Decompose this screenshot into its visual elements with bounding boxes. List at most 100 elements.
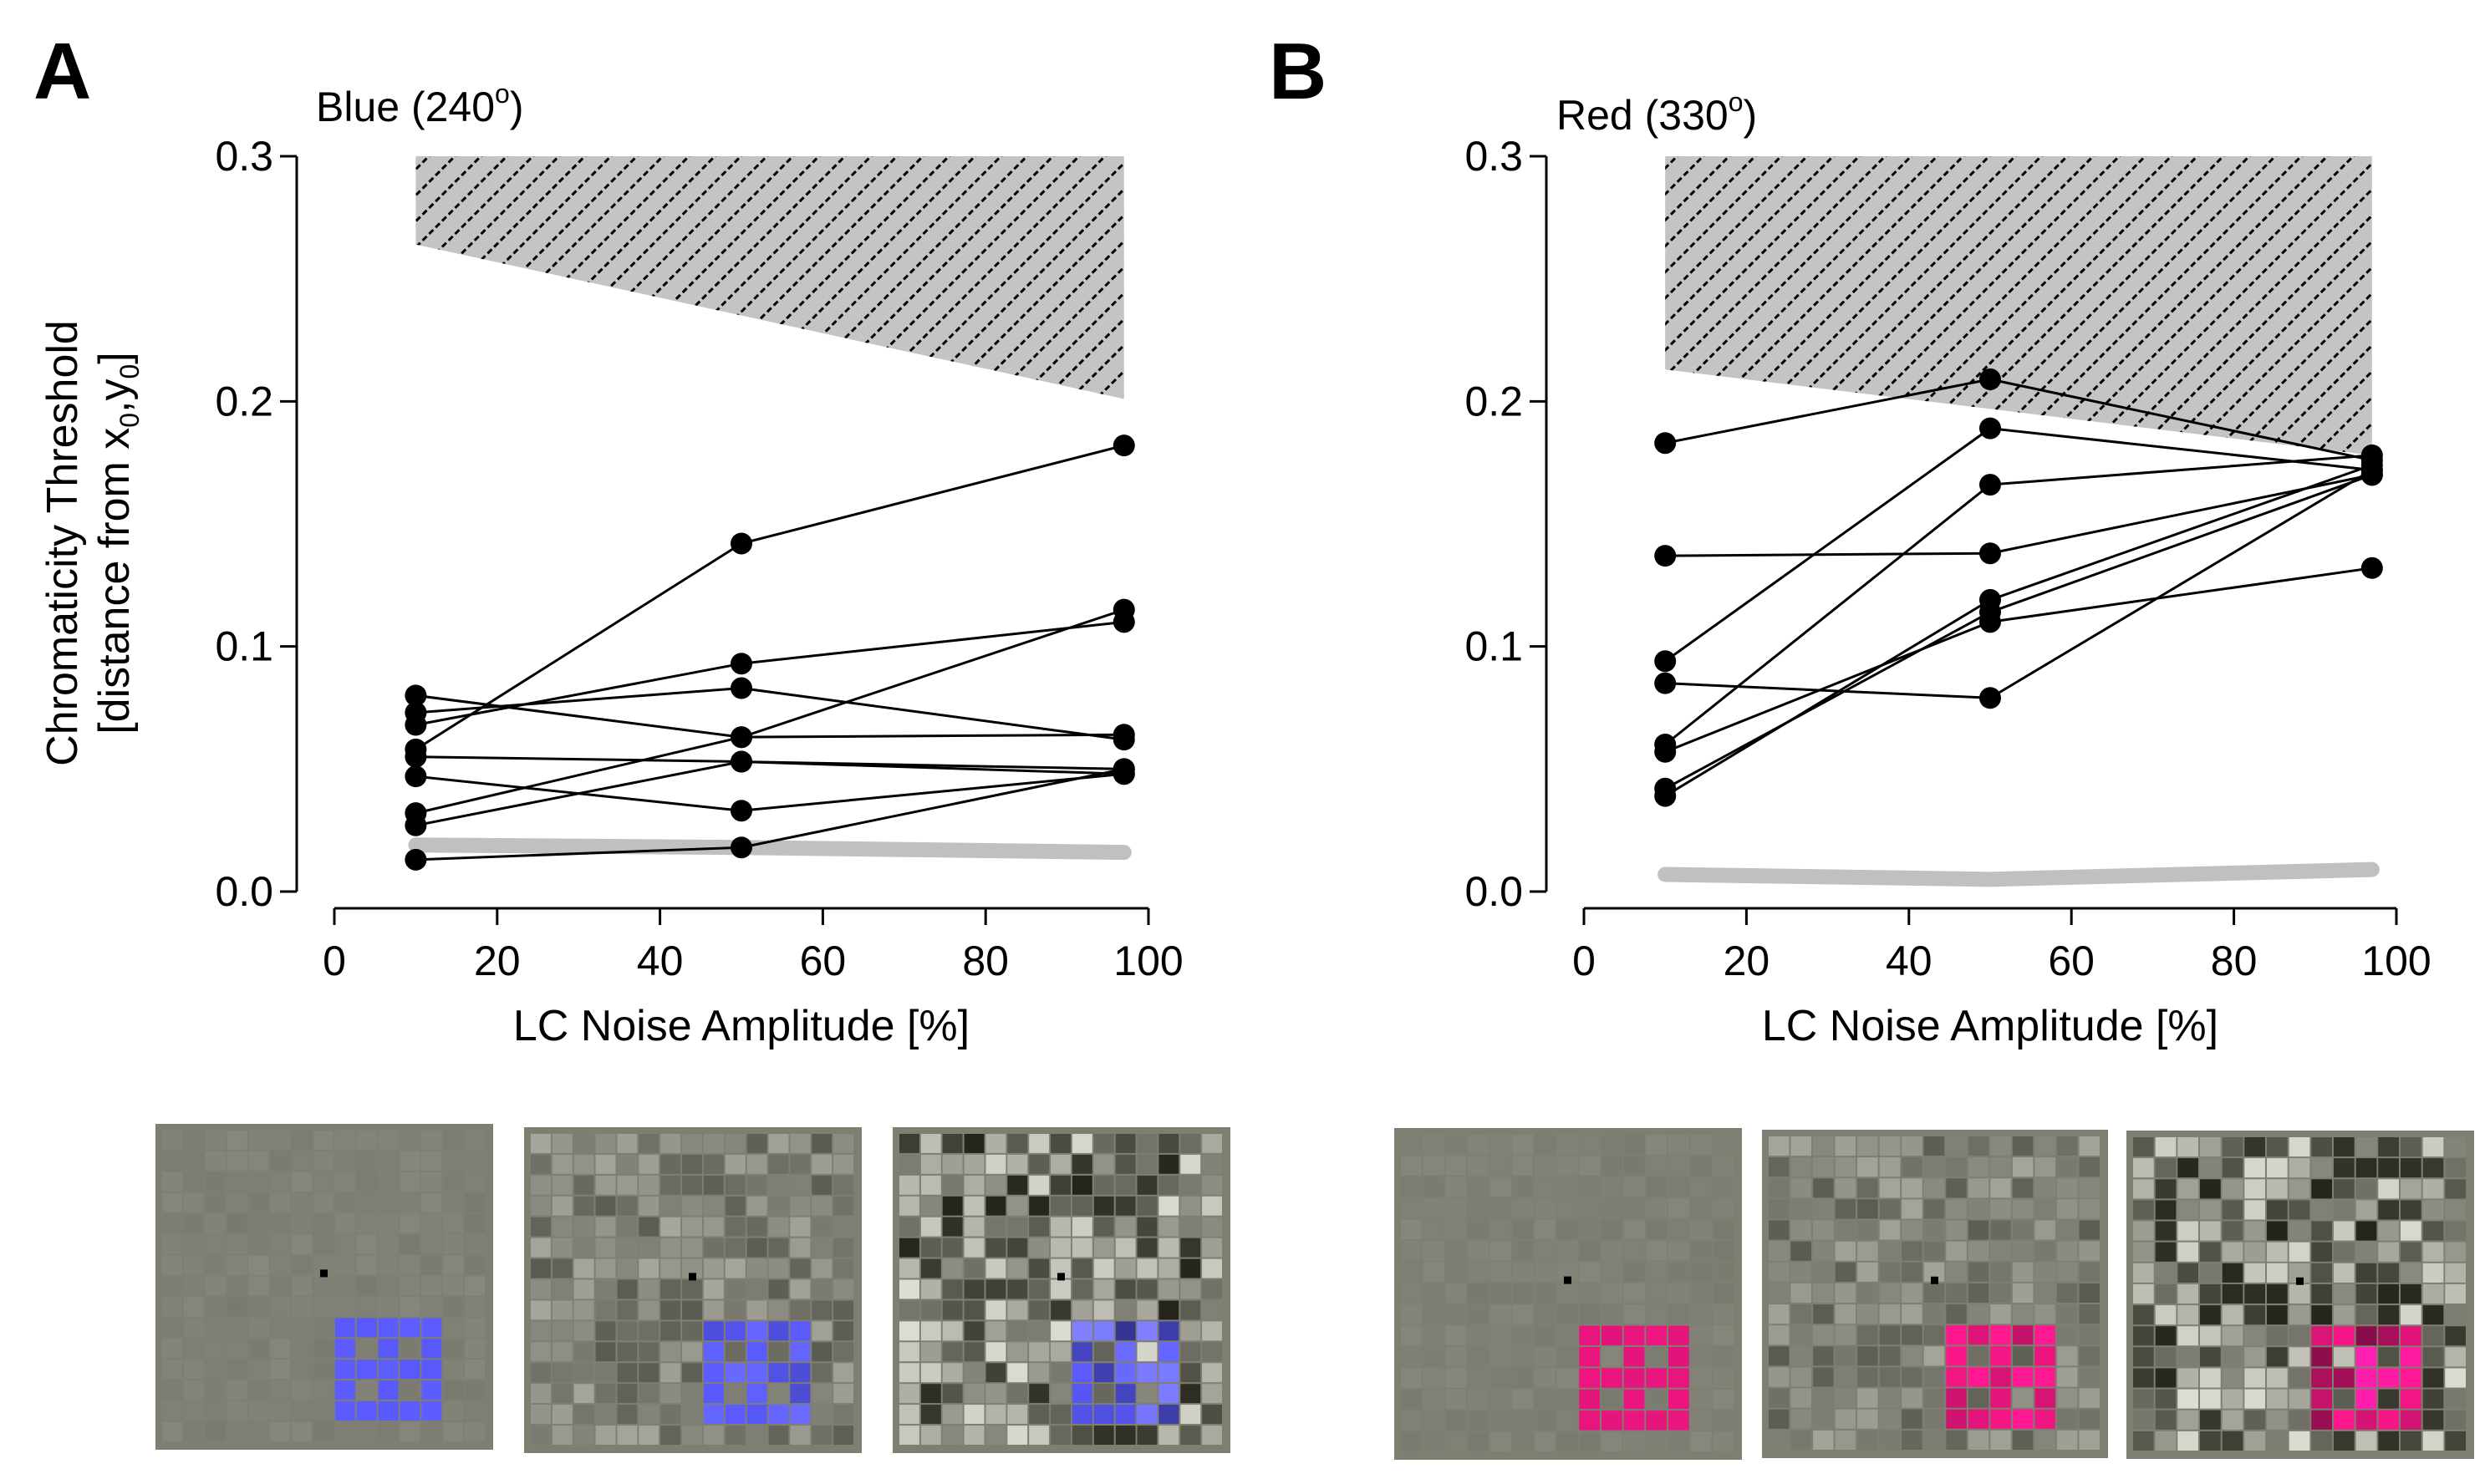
stimulus-cell (1115, 1196, 1136, 1216)
data-point (1113, 758, 1135, 780)
stimulus-cell (1029, 1175, 1050, 1195)
stimulus-cell (2155, 1283, 2177, 1304)
stimulus-cell (531, 1258, 551, 1278)
stimulus-cell (2355, 1200, 2377, 1220)
stimulus-cell (1556, 1325, 1578, 1345)
stimulus-cell (162, 1339, 182, 1359)
stimulus-cell (1158, 1405, 1179, 1424)
stimulus-cell (1790, 1199, 1811, 1219)
stimulus-cell (1690, 1431, 1712, 1451)
data-point (731, 726, 752, 749)
stimulus-cell (660, 1279, 681, 1299)
stimulus-cell (162, 1276, 182, 1296)
stimulus-cell (1879, 1325, 1901, 1345)
stimulus-cell (1556, 1368, 1578, 1388)
stimulus-cell (1813, 1409, 1834, 1429)
stimulus-cell (334, 1401, 355, 1420)
stimulus-cell (248, 1276, 269, 1296)
stimulus-cell (248, 1151, 269, 1171)
stimulus-cell (812, 1217, 833, 1237)
stimulus-cell (985, 1342, 1006, 1362)
stimulus-cell (2289, 1263, 2310, 1283)
data-point (731, 677, 752, 699)
stimulus-cell (313, 1131, 334, 1150)
stimulus-cell (2177, 1179, 2198, 1199)
stimulus-cell (2401, 1200, 2421, 1220)
stimulus-cell (465, 1255, 485, 1275)
stimulus-cell (2445, 1431, 2466, 1451)
stimulus-cell (2311, 1179, 2332, 1199)
stimulus-cell (660, 1238, 681, 1258)
stimulus-cell (1029, 1196, 1050, 1216)
stimulus-cell (1401, 1431, 1422, 1451)
stimulus-cell (899, 1363, 919, 1383)
stimulus-cell (2079, 1220, 2100, 1240)
stimulus-cell (1857, 1388, 1878, 1408)
stimulus-cell (205, 1171, 226, 1192)
stimulus-cell (1535, 1241, 1556, 1261)
stimulus-cell (1601, 1368, 1622, 1388)
stimulus-cell (1690, 1262, 1712, 1282)
stimulus-cell (1579, 1389, 1600, 1410)
stimulus-cell (1646, 1431, 1667, 1451)
stimulus-cell (2012, 1136, 2034, 1156)
stimulus-cell (270, 1131, 291, 1150)
stimulus-cell (183, 1255, 204, 1275)
stimulus-cell (1579, 1156, 1600, 1176)
stimulus-cell (942, 1134, 963, 1153)
stimulus-cell (2244, 1389, 2265, 1409)
stimulus-cell (1093, 1363, 1114, 1383)
stimulus-cell (1007, 1405, 1028, 1424)
stimulus-cell (595, 1342, 616, 1362)
stimulus-thumbnail (1394, 1128, 1742, 1460)
stimulus-cell (1835, 1241, 1856, 1261)
stimulus-cell (2334, 1158, 2355, 1178)
stimulus-cell (725, 1279, 746, 1299)
stimulus-cell (2445, 1283, 2466, 1304)
stimulus-cell (920, 1363, 941, 1383)
stimulus-thumbnail (155, 1124, 493, 1450)
x-tick-label: 80 (962, 938, 1009, 984)
stimulus-cell (1401, 1156, 1422, 1176)
stimulus-cell (2445, 1389, 2466, 1409)
series-line (1665, 473, 2373, 557)
stimulus-cell (227, 1171, 247, 1192)
stimulus-cell (2177, 1263, 2198, 1283)
stimulus-cell (378, 1380, 399, 1400)
stimulus-cell (985, 1217, 1006, 1237)
stimulus-cell (1423, 1431, 1444, 1451)
stimulus-cell (1968, 1178, 1989, 1198)
stimulus-cell (746, 1342, 767, 1362)
series-line (1664, 454, 2372, 746)
stimulus-cell (1623, 1368, 1645, 1388)
stimulus-cell (356, 1297, 377, 1317)
stimulus-cell (1535, 1283, 1556, 1304)
stimulus-cell (183, 1380, 204, 1400)
stimulus-cell (421, 1401, 442, 1420)
stimulus-cell (443, 1213, 464, 1233)
stimulus-cell (942, 1405, 963, 1424)
stimulus-cell (2289, 1347, 2310, 1367)
stimulus-cell (465, 1422, 485, 1441)
stimulus-cell (573, 1384, 594, 1404)
stimulus-cell (1835, 1430, 1856, 1450)
stimulus-cell (899, 1342, 919, 1362)
stimulus-cell (205, 1422, 226, 1441)
stimulus-cell (1769, 1220, 1790, 1240)
stimulus-cell (1835, 1178, 1856, 1198)
stimulus-cell (1879, 1220, 1901, 1240)
stimulus-cell (1180, 1279, 1201, 1299)
stimulus-cell (2244, 1242, 2265, 1262)
stimulus-cell (443, 1255, 464, 1275)
stimulus-cell (270, 1255, 291, 1275)
data-point (405, 745, 427, 768)
stimulus-cell (2034, 1346, 2055, 1366)
stimulus-cell (2177, 1137, 2198, 1157)
stimulus-cell (725, 1238, 746, 1258)
stimulus-cell (378, 1131, 399, 1150)
stimulus-cell (1790, 1367, 1811, 1387)
stimulus-cell (2034, 1388, 2055, 1408)
stimulus-cell (1646, 1368, 1667, 1388)
stimulus-cell (1601, 1431, 1622, 1451)
stimulus-cell (2401, 1410, 2421, 1430)
